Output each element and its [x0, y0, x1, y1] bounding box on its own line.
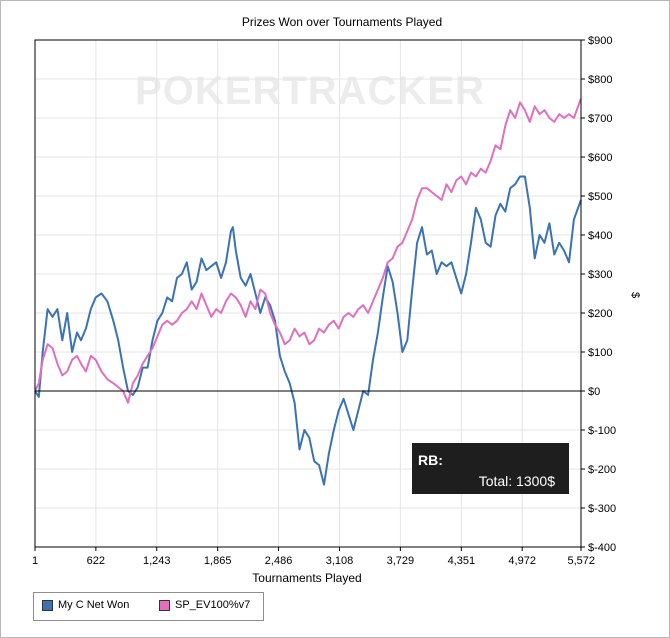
y-tick-label-7: $300 [588, 269, 612, 281]
y-tick-label-10: $600 [588, 152, 612, 164]
watermark: POKERTRACKER [135, 69, 485, 113]
y-tick-label-8: $400 [588, 230, 612, 242]
y-tick-label-4: $0 [588, 386, 600, 398]
x-tick-label-1: 622 [87, 555, 105, 567]
y-tick-label-12: $800 [588, 74, 612, 86]
legend-label-sp-ev: SP_EV100%v7 [175, 599, 251, 611]
legend-swatch-net-won [42, 599, 53, 611]
x-tick-label-3: 1,865 [204, 555, 232, 567]
y-tick-label-6: $200 [588, 308, 612, 320]
y-tick-label-5: $100 [588, 347, 612, 359]
y-tick-label-9: $500 [588, 191, 612, 203]
series-layer [34, 98, 582, 486]
x-tick-label-6: 3,729 [387, 555, 415, 567]
rakeback-box: RB: Total: 1300$ [412, 443, 569, 494]
y-tick-label-0: $-400 [588, 542, 616, 554]
rakeback-title: RB: [418, 452, 443, 468]
x-axis-label: Tournaments Played [252, 571, 361, 585]
plot-border [34, 39, 582, 548]
chart-title: Prizes Won over Tournaments Played [242, 15, 442, 29]
legend-swatch-sp-ev [159, 599, 170, 611]
x-tick-label-5: 3,108 [326, 555, 354, 567]
series-line-0 [34, 175, 582, 486]
y-axis-label: $ [629, 292, 641, 298]
axes: $-400 $-300 $-200 $-100 $0 $100 $200 $300 $400 $5… [32, 35, 616, 567]
y-tick-label-1: $-300 [588, 503, 616, 515]
series-line-1 [34, 98, 582, 404]
x-tick-label-2: 1,243 [143, 555, 171, 567]
y-tick-label-13: $900 [588, 35, 612, 47]
x-tick-label-9: 5,572 [567, 555, 595, 567]
legend: My C Net Won SP_EV100%v7 [33, 592, 264, 621]
y-tick-label-3: $-100 [588, 425, 616, 437]
legend-item-net-won[interactable]: My C Net Won [42, 599, 129, 611]
x-tick-label-4: 2,486 [265, 555, 293, 567]
y-tick-label-2: $-200 [588, 464, 616, 476]
legend-label-net-won: My C Net Won [58, 599, 130, 611]
legend-item-sp-ev[interactable]: SP_EV100%v7 [159, 599, 250, 611]
y-tick-label-11: $700 [588, 113, 612, 125]
x-tick-label-0: 1 [32, 555, 38, 567]
x-tick-label-7: 4,351 [448, 555, 476, 567]
rakeback-total: Total: 1300$ [478, 473, 555, 489]
x-tick-label-8: 4,972 [508, 555, 536, 567]
